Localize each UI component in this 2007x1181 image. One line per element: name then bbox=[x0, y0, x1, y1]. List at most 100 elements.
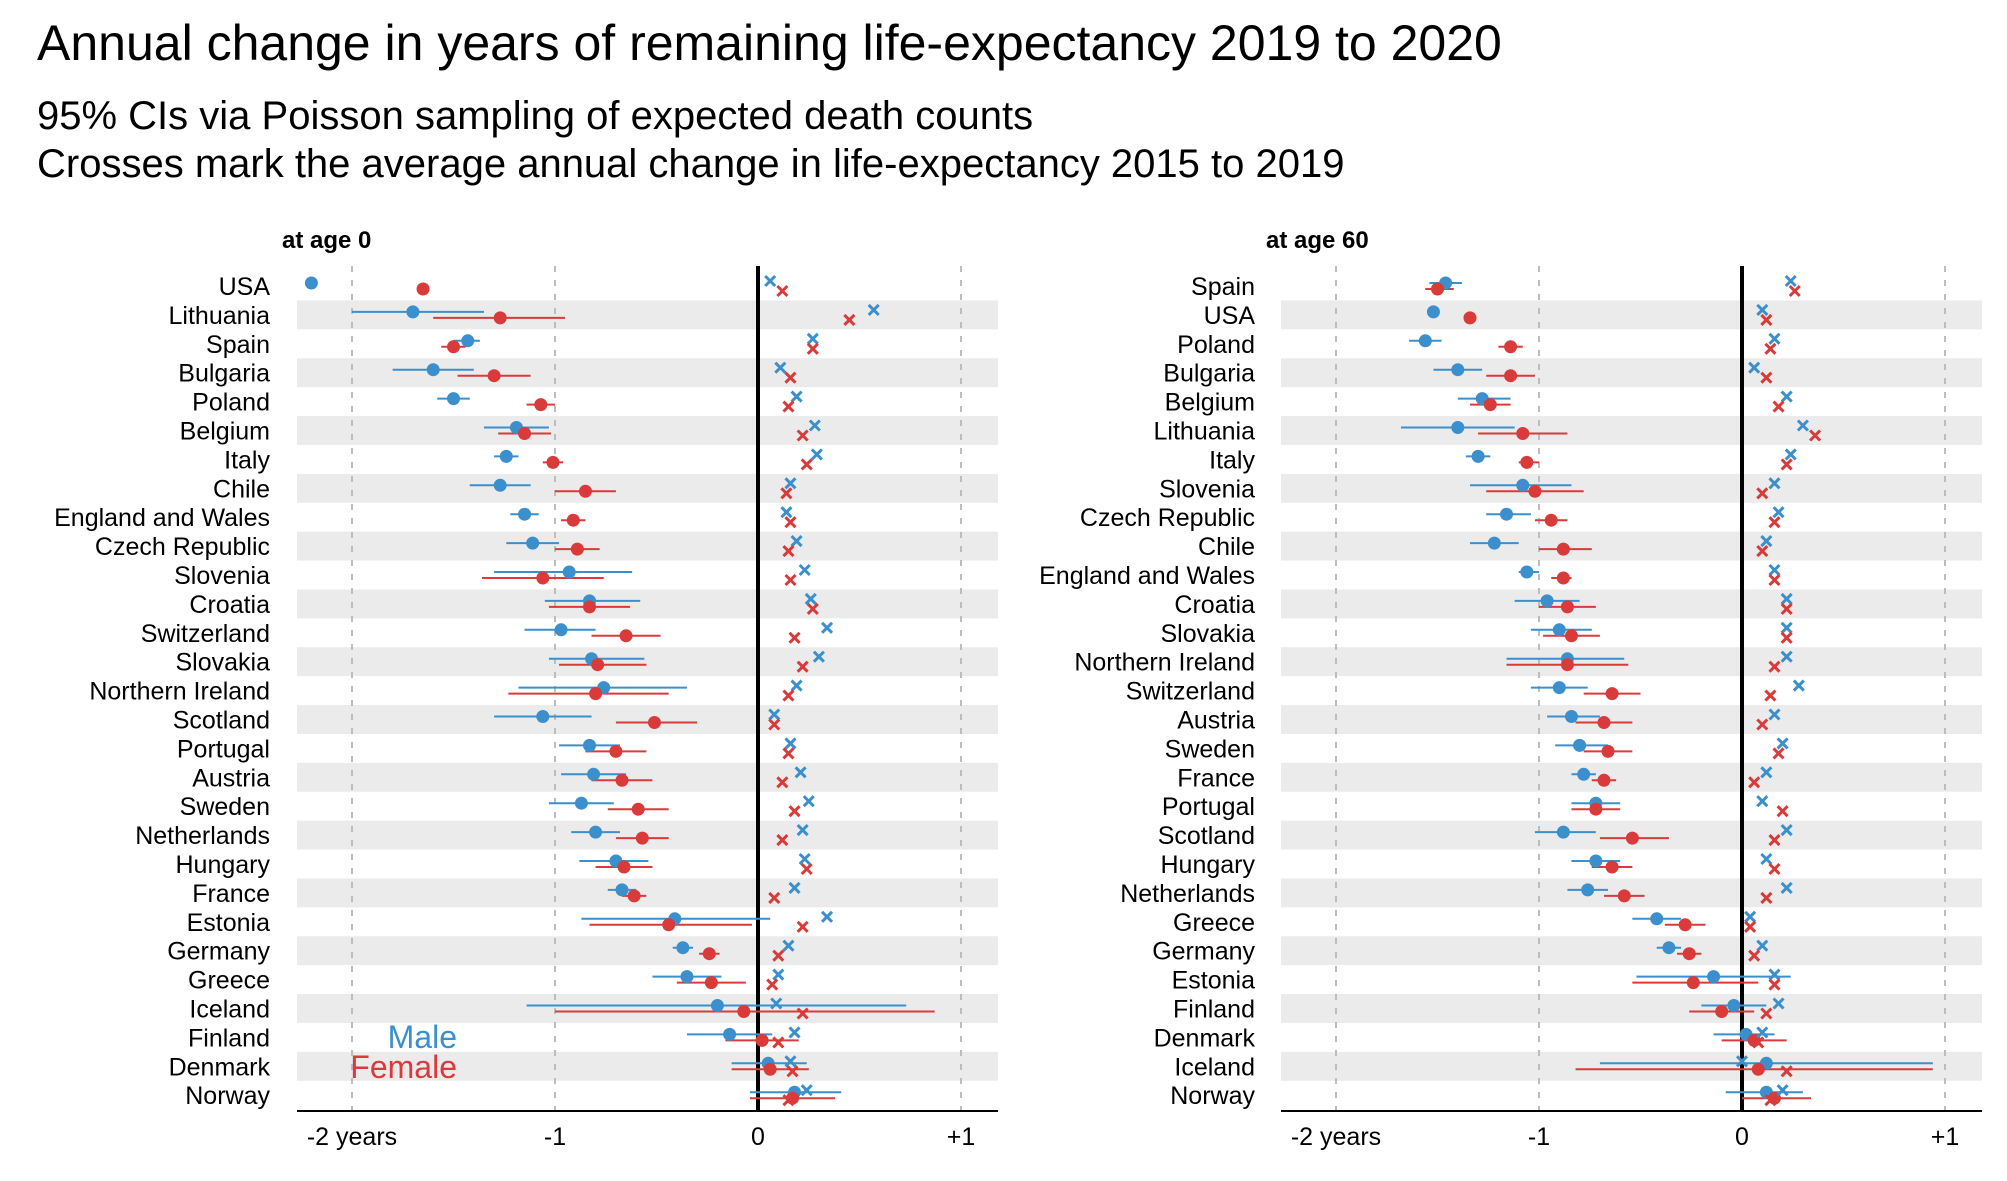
row-band bbox=[1281, 705, 1982, 734]
female-point bbox=[615, 773, 629, 787]
male-trend-cross bbox=[812, 650, 825, 663]
country-label: Slovakia bbox=[176, 649, 271, 677]
female-trend-cross bbox=[782, 1094, 795, 1107]
country-label: Northern Ireland bbox=[1074, 649, 1255, 677]
country-label: Netherlands bbox=[135, 822, 270, 850]
female-trend-cross bbox=[1748, 776, 1761, 789]
male-trend-cross bbox=[772, 968, 785, 981]
male-point bbox=[615, 883, 629, 897]
country-label: USA bbox=[1204, 302, 1256, 330]
female-trend-cross bbox=[776, 284, 789, 298]
country-label: Austria bbox=[192, 764, 270, 792]
male-trend-cross bbox=[794, 766, 807, 779]
female-point bbox=[619, 629, 633, 643]
country-label: Sweden bbox=[1165, 735, 1255, 763]
male-trend-cross bbox=[1756, 795, 1769, 808]
x-tick-label: -1 bbox=[1528, 1123, 1550, 1151]
female-trend-cross bbox=[1744, 920, 1757, 933]
female-point bbox=[1463, 311, 1477, 325]
male-trend-cross bbox=[1772, 506, 1785, 519]
female-point bbox=[536, 571, 550, 585]
male-point bbox=[1707, 970, 1721, 984]
female-trend-cross bbox=[784, 516, 797, 529]
x-tick-label: 0 bbox=[751, 1123, 765, 1151]
male-trend-cross bbox=[820, 910, 834, 923]
male-trend-cross bbox=[1748, 361, 1761, 374]
male-point bbox=[493, 478, 507, 492]
female-point bbox=[518, 427, 532, 440]
row-band bbox=[1281, 936, 1982, 966]
female-trend-cross bbox=[796, 429, 809, 442]
female-point bbox=[1751, 1062, 1765, 1076]
country-label: Lithuania bbox=[169, 302, 271, 330]
country-label: Croatia bbox=[189, 591, 270, 619]
female-trend-cross bbox=[772, 1036, 785, 1049]
male-point bbox=[499, 449, 513, 463]
male-trend-cross bbox=[1756, 303, 1769, 316]
country-label: Italy bbox=[224, 446, 270, 474]
country-label: Hungary bbox=[1161, 851, 1256, 879]
row-band bbox=[1281, 473, 1982, 503]
male-trend-cross bbox=[1780, 390, 1793, 403]
x-tick-label: +1 bbox=[1931, 1123, 1960, 1151]
male-trend-cross bbox=[1768, 477, 1781, 490]
female-trend-cross bbox=[782, 747, 795, 760]
male-point bbox=[562, 565, 576, 579]
male-trend-cross bbox=[780, 506, 793, 519]
panel-title: at age 0 bbox=[282, 227, 371, 254]
male-point bbox=[1552, 681, 1566, 695]
female-point bbox=[591, 658, 605, 672]
country-label: Chile bbox=[213, 475, 270, 503]
female-trend-cross bbox=[782, 400, 795, 413]
female-point bbox=[487, 369, 501, 383]
female-point bbox=[1605, 687, 1619, 701]
female-trend-cross bbox=[784, 573, 797, 587]
male-point bbox=[1564, 710, 1578, 723]
female-trend-cross bbox=[1760, 1007, 1773, 1020]
country-label: Lithuania bbox=[1154, 418, 1256, 446]
row-band bbox=[1281, 762, 1982, 792]
male-point bbox=[1500, 507, 1514, 521]
male-point bbox=[406, 305, 420, 319]
male-trend-cross bbox=[768, 708, 781, 721]
country-label: Iceland bbox=[189, 996, 270, 1024]
female-point bbox=[534, 398, 548, 412]
male-trend-cross bbox=[820, 621, 834, 634]
female-trend-cross bbox=[788, 805, 801, 818]
female-trend-cross bbox=[1780, 602, 1793, 615]
female-trend-cross bbox=[1756, 487, 1769, 500]
country-label: Finland bbox=[188, 1024, 270, 1052]
male-trend-cross bbox=[790, 535, 803, 548]
female-point bbox=[1504, 369, 1518, 383]
female-point bbox=[1560, 600, 1574, 614]
panel-title: at age 60 bbox=[1266, 227, 1369, 254]
male-trend-cross bbox=[1780, 881, 1793, 894]
male-trend-cross bbox=[784, 737, 797, 750]
male-trend-cross bbox=[1780, 592, 1793, 605]
male-trend-cross bbox=[1744, 910, 1757, 923]
country-label: Bulgaria bbox=[1163, 360, 1255, 388]
male-point bbox=[574, 796, 588, 810]
male-point bbox=[676, 941, 690, 955]
country-label: Italy bbox=[1209, 446, 1255, 474]
country-label: Sweden bbox=[180, 793, 270, 821]
female-point bbox=[1520, 455, 1534, 469]
chart-subtitle-line-1: 95% CIs via Poisson sampling of expected… bbox=[37, 94, 1034, 138]
country-label: France bbox=[192, 880, 270, 908]
row-band bbox=[1281, 589, 1982, 619]
legend-male: Male bbox=[388, 1019, 457, 1055]
female-trend-cross bbox=[1809, 429, 1822, 442]
row-band bbox=[297, 994, 998, 1023]
male-trend-cross bbox=[1784, 448, 1797, 461]
male-trend-cross bbox=[784, 1055, 797, 1068]
male-trend-cross bbox=[1768, 968, 1781, 981]
country-label: Norway bbox=[185, 1082, 270, 1110]
male-point bbox=[680, 970, 694, 984]
country-label: USA bbox=[219, 273, 271, 301]
male-trend-cross bbox=[1780, 824, 1793, 837]
country-label: Greece bbox=[1173, 909, 1255, 937]
country-label: Slovenia bbox=[174, 562, 270, 590]
country-label: Finland bbox=[1173, 996, 1255, 1024]
x-tick-label: 0 bbox=[1735, 1123, 1749, 1151]
female-point bbox=[737, 1005, 751, 1018]
